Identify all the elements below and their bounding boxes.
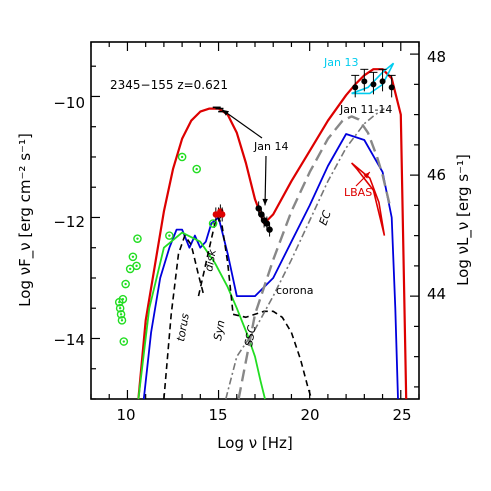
archival-point-core [135, 264, 138, 268]
arrow-jan14-uv-head [222, 109, 230, 116]
archival-point-core [121, 297, 125, 301]
annotation-ssc: SSC [242, 324, 259, 348]
archival-point [133, 234, 142, 243]
annotation-lbas: LBAS [344, 186, 372, 199]
y-tick-label-m12: −12 [53, 213, 85, 231]
gamma-point [388, 84, 395, 91]
annotation-jan11-14: Jan 11-14 [339, 103, 392, 116]
archival-point-core [195, 167, 198, 171]
arrow-jan14-xray [264, 155, 267, 206]
bowtie-lbas [351, 162, 386, 236]
y-right-tick-label-48: 48 [427, 48, 446, 66]
source-label: 2345−155 z=0.621 [110, 78, 228, 92]
archival-point-core [136, 237, 139, 240]
jan14-point [263, 220, 271, 227]
archival-point-core [211, 222, 215, 225]
curve-component-dashed-3 [163, 234, 205, 400]
x-tick-label-20: 20 [300, 406, 319, 424]
annotation-torus: torus [174, 312, 192, 342]
archival-point-core [180, 155, 184, 159]
curve-component-dashed-4 [197, 216, 234, 315]
archival-point [121, 279, 130, 289]
archival-point [115, 303, 125, 313]
archival-point-core [119, 313, 123, 316]
annotation-jan13: Jan 13 [323, 56, 358, 69]
archival-point-core [122, 340, 126, 343]
annotation-ec: EC [317, 209, 334, 227]
archival-point [165, 231, 174, 240]
y-right-tick-label-44: 44 [427, 285, 446, 303]
archival-point [117, 316, 127, 325]
archival-point-core [120, 319, 124, 322]
annotation-disk: disk [202, 248, 219, 273]
archival-point-core [168, 234, 171, 237]
jan14-point [266, 226, 273, 233]
archival-point [128, 252, 138, 262]
curve-model-blue-1 [142, 133, 399, 400]
y-tick-label-m14: −14 [53, 331, 85, 349]
archival-point [208, 219, 218, 228]
x-tick-label-25: 25 [392, 406, 411, 424]
archival-point [132, 261, 141, 271]
y-axis-title: Log νF_ν [erg cm⁻² s⁻¹] [16, 133, 35, 307]
archival-point [116, 309, 126, 319]
x-tick-label-10: 10 [116, 406, 135, 424]
archival-point [177, 152, 187, 162]
curve-total-0 [137, 68, 408, 400]
archival-point [119, 337, 129, 346]
y-right-axis-title: Log νL_ν [erg s⁻¹] [454, 154, 473, 286]
x-tick-label-15: 15 [208, 406, 227, 424]
curve-ec-dashed-7 [237, 115, 391, 400]
y-tick-label-m10: −10 [53, 94, 85, 112]
gamma-point [352, 84, 359, 91]
model-curves [137, 62, 408, 400]
data-points [114, 68, 396, 346]
jan14-point [219, 211, 226, 218]
x-axis-title: Log ν [Hz] [217, 434, 293, 452]
arrow-jan14-xray-head [262, 198, 268, 206]
gamma-point [379, 78, 386, 85]
gamma-point [361, 78, 368, 85]
archival-point-core [131, 255, 135, 259]
jan14-point [255, 205, 262, 212]
annotation-jan14: Jan 14 [253, 140, 288, 153]
archival-point-core [124, 282, 127, 286]
archival-point [192, 164, 201, 174]
curve-ssc-dashdot-6 [225, 107, 385, 400]
y-right-tick-label-46: 46 [427, 166, 446, 184]
bowtie-jan13 [351, 62, 395, 95]
archival-point-core [118, 307, 122, 310]
archival-point-core [128, 267, 132, 271]
archival-point [118, 294, 128, 304]
curve-component-dashed-5 [232, 310, 313, 400]
curve-synchrotron-2 [137, 231, 266, 400]
jan14-point [258, 211, 265, 218]
arrow-jan14-uv [221, 109, 263, 139]
axis-ticks [90, 42, 420, 400]
arrow-lbas-head [363, 172, 370, 179]
annotation-syn: Syn [211, 319, 227, 341]
annotation-corona: corona [276, 284, 314, 297]
gamma-point [370, 81, 377, 88]
